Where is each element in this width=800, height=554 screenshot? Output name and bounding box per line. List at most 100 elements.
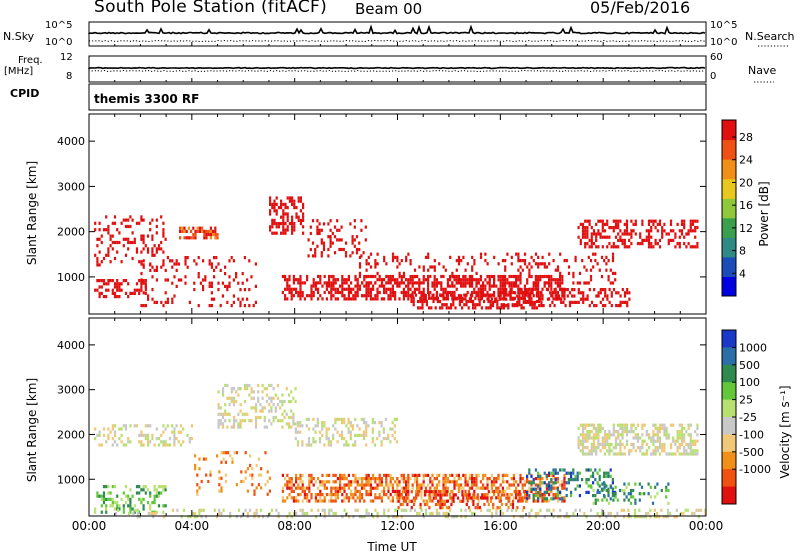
heatmap-cell <box>581 436 585 440</box>
heatmap-cell <box>422 480 425 484</box>
heatmap-cell <box>632 488 635 493</box>
heatmap-cell <box>601 436 604 440</box>
heatmap-cell <box>311 219 315 223</box>
heatmap-cell <box>571 294 574 298</box>
heatmap-cell <box>376 511 379 516</box>
heatmap-cell <box>528 511 531 516</box>
heatmap-cell <box>135 288 139 292</box>
heatmap-cell <box>354 284 357 288</box>
heatmap-cell <box>299 274 302 279</box>
heatmap-cell <box>197 272 200 276</box>
heatmap-cell <box>422 515 425 519</box>
heatmap-cell <box>595 426 598 430</box>
heatmap-cell <box>632 442 635 446</box>
heatmap-cell <box>539 489 542 493</box>
heatmap-cell <box>336 238 339 242</box>
heatmap-cell <box>249 463 252 468</box>
heatmap-cell <box>592 474 595 478</box>
heatmap-cell <box>226 425 229 429</box>
heatmap-cell <box>644 511 648 516</box>
heatmap-cell <box>385 483 388 487</box>
heatmap-cell <box>321 297 324 301</box>
heatmap-cell <box>596 498 600 502</box>
heatmap-cell <box>142 488 145 492</box>
heatmap-cell <box>464 473 467 477</box>
y-tick-label: 3000 <box>57 180 85 193</box>
heatmap-cell <box>647 482 650 486</box>
heatmap-cell <box>222 508 225 512</box>
heatmap-cell <box>135 221 139 225</box>
heatmap-cell <box>402 473 405 477</box>
heatmap-cell <box>318 430 322 434</box>
heatmap-cell <box>611 478 614 482</box>
heatmap-cell <box>599 291 602 295</box>
heatmap-cell <box>636 446 640 450</box>
heatmap-cell <box>389 480 392 484</box>
heatmap-cell <box>376 262 379 266</box>
heatmap-cell <box>155 268 158 272</box>
heatmap-cell <box>325 437 328 441</box>
heatmap-cell <box>373 421 377 425</box>
heatmap-cell <box>400 281 403 285</box>
heatmap-cell <box>590 235 593 239</box>
heatmap-cell <box>444 489 447 493</box>
heatmap-cell <box>531 288 534 292</box>
heatmap-cell <box>209 473 212 477</box>
heatmap-cell <box>323 515 326 519</box>
heatmap-cell <box>590 446 593 450</box>
heatmap-cell <box>330 274 333 279</box>
heatmap-cell <box>633 508 637 512</box>
heatmap-cell <box>135 424 139 428</box>
heatmap-cell <box>516 493 519 497</box>
heatmap-cell <box>241 297 244 301</box>
heatmap-cell <box>505 297 508 301</box>
heatmap-cell <box>407 252 410 256</box>
heatmap-cell <box>405 477 408 481</box>
heatmap-cell <box>376 496 379 500</box>
nsky-label: N.Sky <box>3 30 35 43</box>
heatmap-cell <box>528 471 531 475</box>
heatmap-cell <box>365 430 368 434</box>
heatmap-cell <box>310 493 313 497</box>
heatmap-cell <box>493 278 496 282</box>
colorbar-tick-label: -500 <box>739 446 764 459</box>
heatmap-cell <box>504 284 507 288</box>
heatmap-cell <box>414 293 417 297</box>
heatmap-cell <box>345 278 348 282</box>
heatmap-cell <box>550 489 553 493</box>
heatmap-cell <box>574 474 577 478</box>
heatmap-cell <box>316 421 319 425</box>
heatmap-cell <box>550 473 553 477</box>
heatmap-cell <box>579 439 582 443</box>
heatmap-cell <box>561 281 564 285</box>
heatmap-cell <box>341 284 344 288</box>
heatmap-cell <box>325 493 328 497</box>
heatmap-cell <box>396 515 399 519</box>
heatmap-cell <box>689 442 692 446</box>
heatmap-cell <box>144 279 147 283</box>
colorbar-swatch <box>722 237 736 258</box>
heatmap-cell <box>369 489 372 493</box>
heatmap-cell <box>116 288 119 292</box>
heatmap-cell <box>393 417 396 421</box>
heatmap-cell <box>361 294 364 298</box>
heatmap-cell <box>371 437 374 441</box>
heatmap-cell <box>277 206 280 210</box>
heatmap-cell <box>455 278 458 282</box>
heatmap-cell <box>347 294 350 298</box>
heatmap-cell <box>310 284 313 288</box>
heatmap-cell <box>561 274 564 279</box>
heatmap-cell <box>138 288 141 292</box>
heatmap-cell <box>584 297 587 301</box>
heatmap-cell <box>387 281 390 285</box>
heatmap-cell <box>378 480 381 484</box>
heatmap-cell <box>295 480 298 484</box>
heatmap-cell <box>385 281 388 285</box>
heatmap-cell <box>512 480 515 484</box>
heatmap-cell <box>299 218 302 222</box>
heatmap-cell <box>611 281 615 285</box>
heatmap-cell <box>132 511 135 516</box>
heatmap-cell <box>510 274 513 279</box>
heatmap-cell <box>630 232 633 236</box>
x-tick-label: 08:00 <box>277 519 312 533</box>
